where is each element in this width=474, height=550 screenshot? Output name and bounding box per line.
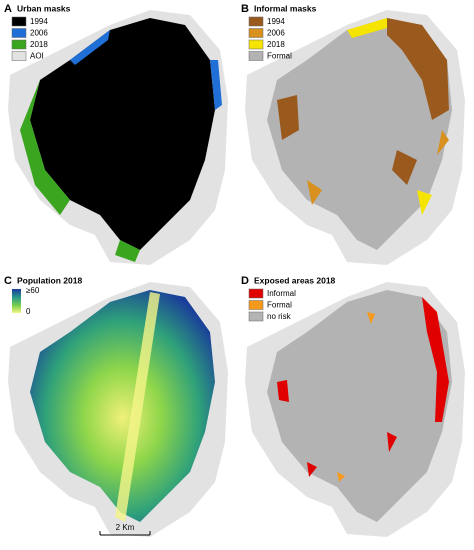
legend-label: 2018 xyxy=(267,40,285,49)
colorbar-max: ≥60 xyxy=(26,286,40,295)
legend-swatch xyxy=(11,28,27,38)
scale-bar-label: 2 Km xyxy=(116,523,135,532)
panel-b: B Informal masks 1994 2006 2018 Formal xyxy=(241,3,465,265)
legend-swatch xyxy=(11,51,27,61)
corridor xyxy=(115,292,160,522)
legend-label: 1994 xyxy=(30,17,48,26)
panel-c: 2 Km C Population 2018≥60 0 xyxy=(4,275,228,537)
legend-swatch xyxy=(248,16,264,27)
legend-label: 2018 xyxy=(30,40,48,49)
legend-label: 1994 xyxy=(267,17,285,26)
urban-2018 xyxy=(20,80,140,262)
informal-2018 xyxy=(347,18,432,215)
panel-letter: A xyxy=(4,3,12,15)
panel-title: Urban masks xyxy=(17,3,71,13)
legend-swatch xyxy=(248,51,264,61)
panel-title: Informal masks xyxy=(254,3,317,13)
panel-letter: B xyxy=(241,3,249,15)
panel-d: D Exposed areas 2018 Informal Formal no risk xyxy=(241,275,465,537)
legend-swatch xyxy=(248,300,264,310)
legend-swatch xyxy=(248,39,264,50)
panel-letter: D xyxy=(241,275,249,287)
legend-swatch xyxy=(11,39,27,50)
informal-exposed xyxy=(277,297,449,477)
panel-a: A Urban masks 1994 2006 2018 AOI xyxy=(4,3,228,265)
panel-letter: C xyxy=(4,275,12,287)
legend-swatch xyxy=(248,288,264,299)
legend-swatch xyxy=(248,28,264,38)
legend-label: Formal xyxy=(267,301,292,310)
colorbar xyxy=(12,289,21,313)
legend-label: 2006 xyxy=(30,29,48,38)
colorbar-min: 0 xyxy=(26,307,31,316)
legend-label: Formal xyxy=(267,52,292,61)
legend-swatch xyxy=(11,16,27,27)
legend-swatch xyxy=(248,311,264,322)
legend-label: Informal xyxy=(267,289,296,298)
legend-label: 2006 xyxy=(267,29,285,38)
legend-label: no risk xyxy=(267,312,292,321)
panel-title: Exposed areas 2018 xyxy=(254,275,336,285)
legend-label: AOI xyxy=(30,52,44,61)
panel-title: Population 2018 xyxy=(17,275,82,285)
